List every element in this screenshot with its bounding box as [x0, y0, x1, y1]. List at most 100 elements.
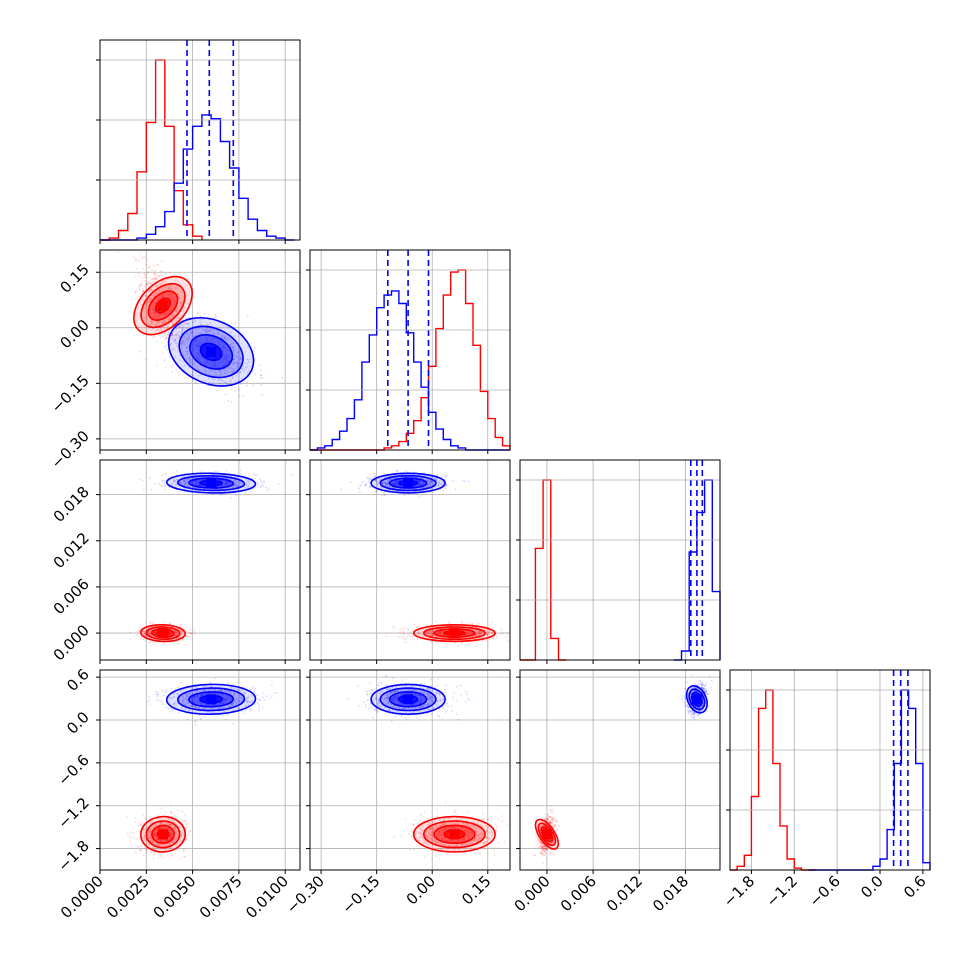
blue-point	[256, 480, 259, 483]
red-point	[158, 275, 161, 278]
red-point	[154, 278, 157, 280]
red-point	[392, 625, 395, 628]
blue-point	[230, 388, 233, 390]
blue-point	[451, 479, 454, 482]
blue-point	[161, 481, 164, 483]
red-point	[150, 322, 153, 325]
red-point	[187, 830, 190, 833]
blue-point	[167, 334, 170, 336]
red-point	[157, 814, 160, 817]
blue-point	[183, 306, 186, 309]
red-point	[172, 323, 174, 326]
red-point	[144, 286, 147, 288]
red-point	[147, 286, 149, 288]
blue-point	[175, 470, 178, 473]
blue-point	[260, 485, 262, 488]
blue-point	[263, 480, 266, 483]
red-point	[175, 309, 177, 312]
red-point	[139, 285, 141, 287]
red-point	[159, 855, 162, 858]
red-point	[181, 639, 184, 642]
red-point	[164, 332, 166, 335]
red-point	[181, 821, 183, 823]
red-point	[151, 289, 153, 292]
red-point	[158, 324, 161, 327]
red-point	[144, 316, 146, 319]
red-point	[161, 322, 164, 325]
red-point	[142, 290, 145, 292]
blue-point	[169, 356, 172, 359]
red-cloud	[117, 251, 198, 373]
red-point	[177, 305, 180, 308]
red-point	[159, 330, 161, 333]
blue-point	[362, 481, 364, 483]
red-point	[162, 313, 165, 316]
red-point	[163, 320, 166, 322]
red-point	[169, 291, 172, 294]
red-point	[164, 273, 167, 275]
red-point	[161, 321, 164, 324]
red-point	[492, 637, 494, 640]
red-point	[159, 296, 162, 299]
red-point	[159, 270, 162, 273]
red-point	[135, 258, 138, 261]
red-point	[150, 278, 153, 281]
blue-point	[404, 469, 407, 472]
panel-2-2	[306, 249, 511, 454]
blue-point	[382, 492, 385, 495]
red-point	[153, 308, 156, 311]
red-point	[181, 331, 183, 333]
blue-point	[467, 480, 470, 483]
red-point	[176, 642, 179, 645]
red-point	[506, 634, 509, 636]
red-point	[154, 277, 157, 279]
blue-point	[159, 307, 162, 309]
red-point	[156, 292, 159, 295]
red-point	[180, 301, 183, 304]
red-point	[162, 351, 164, 354]
red-point	[167, 293, 169, 296]
red-point	[152, 280, 155, 283]
red-point	[173, 300, 176, 303]
red-point	[477, 622, 480, 625]
red-point	[168, 318, 171, 320]
red-point	[417, 625, 419, 628]
red-point	[166, 336, 168, 338]
red-point	[188, 853, 190, 856]
red-point	[128, 632, 131, 634]
red-point	[163, 332, 166, 334]
red-point	[163, 293, 166, 296]
red-point	[180, 301, 182, 304]
red-point	[144, 288, 147, 290]
red-point	[138, 253, 141, 255]
red-point	[166, 334, 169, 337]
red-point	[413, 639, 415, 641]
blue-point	[213, 316, 216, 319]
red-point	[154, 323, 157, 326]
blue-point	[178, 316, 181, 319]
red-point	[161, 270, 163, 272]
blue-point	[374, 475, 376, 478]
red-point	[399, 628, 402, 631]
red-point	[138, 288, 141, 290]
red-point	[171, 293, 174, 296]
red-point	[189, 632, 192, 634]
blue-peak	[206, 478, 217, 489]
blue-point	[375, 490, 378, 493]
red-point	[144, 358, 147, 361]
blue-point	[281, 376, 284, 379]
red-point	[154, 269, 157, 272]
red-point	[144, 326, 147, 329]
red-point	[134, 291, 136, 294]
red-point	[164, 811, 167, 813]
red-point	[154, 265, 157, 268]
red-point	[166, 854, 169, 857]
red-point	[168, 310, 170, 313]
red-point	[192, 631, 195, 633]
blue-point	[442, 474, 445, 476]
blue-point	[260, 483, 263, 486]
red-peak	[449, 628, 460, 639]
red-point	[142, 268, 145, 270]
red-point	[148, 641, 151, 644]
red-point	[168, 294, 170, 296]
